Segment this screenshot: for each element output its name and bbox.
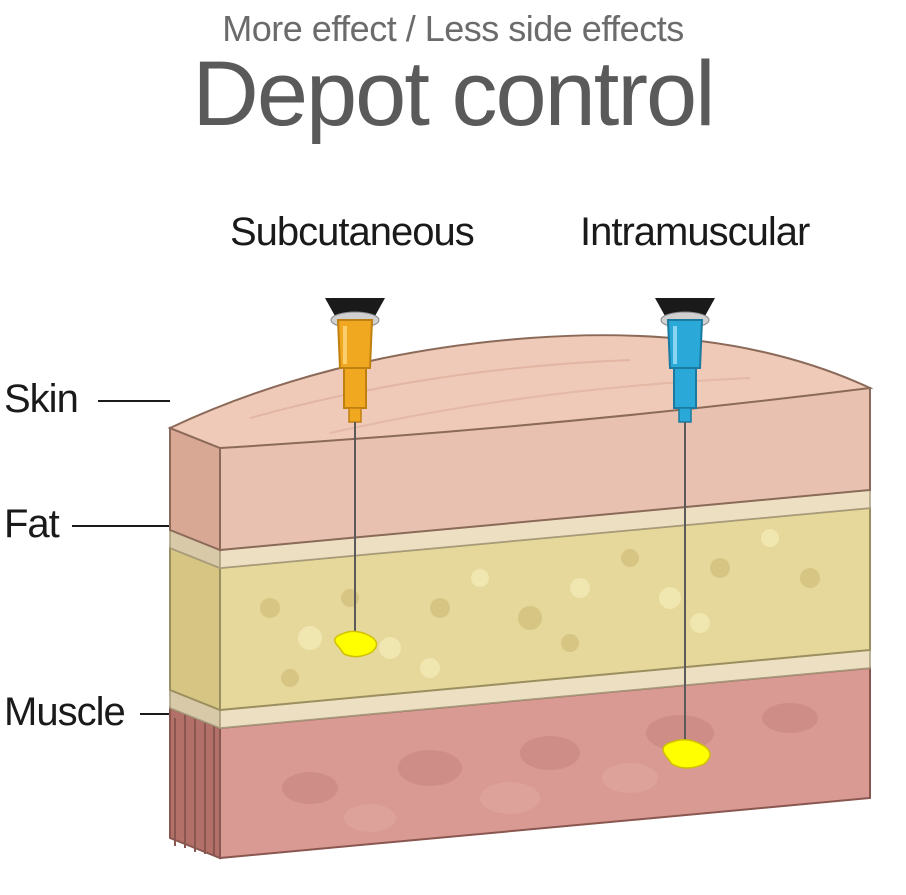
label-muscle: Muscle	[4, 690, 125, 735]
label-fat: Fat	[4, 502, 59, 547]
tissue-diagram	[130, 298, 890, 868]
label-skin: Skin	[4, 377, 78, 422]
label-subcutaneous: Subcutaneous	[230, 210, 474, 255]
label-intramuscular: Intramuscular	[580, 210, 809, 255]
main-title: Depot control	[0, 42, 906, 147]
